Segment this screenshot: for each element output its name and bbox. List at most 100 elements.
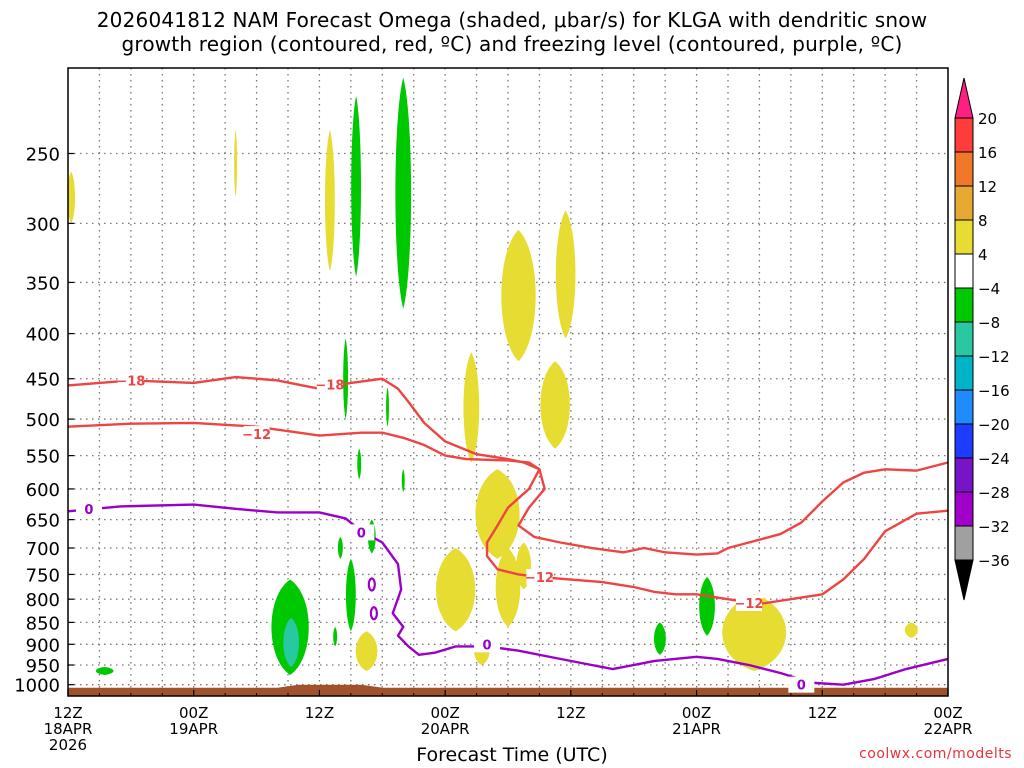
omega-region [463,352,480,463]
omega-region [722,594,787,672]
freezing-level-loop [369,606,379,621]
contour-label: −12 [525,571,554,586]
y-tick-label: 850 [26,613,60,634]
y-tick-label: 600 [26,480,60,501]
y-tick-label: 300 [26,214,60,235]
colorbar-label: 16 [978,144,997,162]
contour-label-bg [316,376,343,393]
omega-region [435,548,476,632]
omega-region [386,387,389,427]
freezing-level-loop [367,577,376,592]
colorbar-label: −28 [978,484,1010,502]
omega-region [401,469,405,493]
colorbar-band [954,355,974,391]
x-tick-label: 18APR [44,720,93,738]
colorbar-band [954,423,974,459]
y-tick-label: 1000 [14,676,60,697]
colorbar-band [954,185,974,221]
contour-label-bg [788,676,815,693]
y-tick-label: 250 [26,144,60,165]
colorbar-band [954,321,974,357]
colorbar-label: −4 [978,280,1000,298]
colorbar-band [954,491,974,527]
contour-label-bg [348,524,375,541]
contour-label: 0 [483,638,492,653]
x-tick-label: 12Z [556,704,585,722]
omega-region [357,448,362,480]
colorbar-label: −8 [978,314,1000,332]
x-tick-label: 00Z [430,704,459,722]
omega-region [95,667,114,675]
omega-region [343,338,349,420]
colorbar-label: −20 [978,416,1010,434]
contour-label: 0 [797,679,806,694]
omega-region [351,95,362,277]
omega-region [345,558,356,632]
omega-region [540,361,570,449]
contour-label-bg [75,500,102,517]
dendritic-contour [67,421,949,606]
contour-label-bg [735,594,762,611]
omega-region [475,469,520,559]
y-tick-label: 450 [26,370,60,391]
omega-region [495,548,521,627]
y-tick-label: 700 [26,539,60,560]
chart-title-line-1: 2026041812 NAM Forecast Omega (shaded, μ… [96,8,928,32]
y-tick-label: 500 [26,410,60,431]
x-tick-label: 00Z [933,704,962,722]
colorbar-label: −24 [978,450,1010,468]
x-tick-label: 00Z [179,704,208,722]
contour-label-bg [474,636,501,653]
x-tick-label: 22APR [924,720,973,738]
contour-label: −18 [315,379,344,394]
y-tick-label: 750 [26,565,60,586]
omega-region [904,622,918,638]
freezing-level-contour [67,503,949,686]
omega-region [654,622,666,655]
contour-label: −12 [734,597,763,612]
colorbar-bottom-arrow [954,559,974,601]
omega-region [67,171,76,224]
colorbar-band [954,219,974,255]
y-tick-label: 550 [26,447,60,468]
colorbar-band [954,457,974,493]
colorbar-band [954,389,974,425]
x-tick-label: 12Z [808,704,837,722]
omega-region [699,576,715,636]
contour-label: 0 [84,503,93,518]
contour-label: −12 [242,428,271,443]
y-tick-label: 350 [26,273,60,294]
colorbar-label: 8 [978,212,988,230]
y-tick-label: 950 [26,656,60,677]
colorbar-label: 12 [978,178,997,196]
contour-label: −18 [116,374,145,389]
colorbar-band [954,151,974,187]
colorbar-top-arrow [954,77,974,119]
colorbar-label: −12 [978,348,1010,366]
colorbar-label: 20 [978,110,997,128]
omega-region [234,129,238,197]
dendritic-contour [67,375,949,556]
colorbar-label: 4 [978,246,988,264]
omega-region [337,536,343,559]
omega-region [395,77,412,309]
contour-label: 0 [357,526,366,541]
colorbar-band [954,253,974,289]
x-tick-label: 21APR [672,720,721,738]
y-tick-label: 650 [26,511,60,532]
y-tick-label: 400 [26,325,60,346]
credit-link[interactable]: coolwx.com/modelts [859,746,1012,762]
colorbar-band [954,287,974,323]
x-tick-label: 19APR [169,720,218,738]
omega-region [324,129,335,272]
colorbar-label: −16 [978,382,1010,400]
omega-region [333,626,338,647]
contour-label-bg [117,372,144,389]
colorbar-band [954,117,974,153]
omega-region [501,229,536,362]
omega-region [555,210,576,339]
colorbar-label: −36 [978,552,1010,570]
chart-title-line-2: growth region (contoured, red, ºC) and f… [121,32,903,56]
omega-region [283,617,299,668]
